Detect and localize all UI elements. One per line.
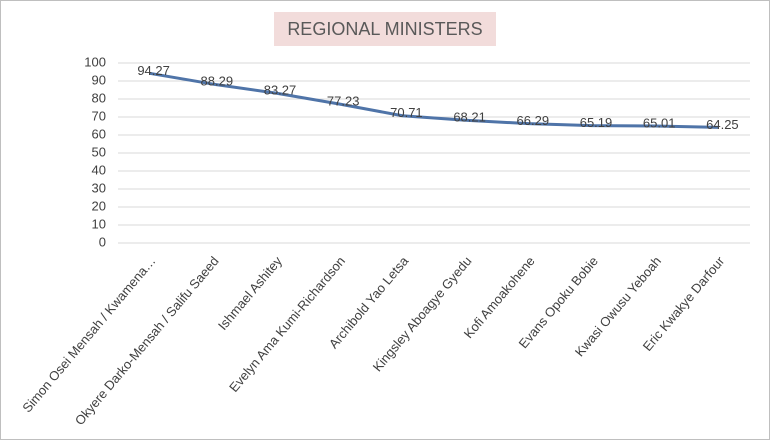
title-box (274, 12, 496, 46)
y-tick-label: 20 (92, 198, 106, 213)
data-label: 94.27 (137, 63, 170, 78)
data-label: 68.21 (453, 110, 486, 125)
data-label: 83.27 (264, 83, 297, 98)
data-label: 65.19 (580, 115, 613, 130)
chart-title: REGIONAL MINISTERS (287, 19, 482, 39)
y-tick-label: 90 (92, 72, 106, 87)
y-tick-label: 0 (99, 234, 106, 249)
data-label: 65.01 (643, 115, 676, 130)
y-tick-label: 70 (92, 108, 106, 123)
y-tick-label: 60 (92, 126, 106, 141)
y-tick-label: 10 (92, 216, 106, 231)
y-tick-label: 100 (84, 54, 106, 69)
data-label: 77.23 (327, 93, 360, 108)
data-label: 66.29 (517, 113, 550, 128)
y-tick-label: 50 (92, 144, 106, 159)
y-tick-label: 40 (92, 162, 106, 177)
y-tick-label: 80 (92, 90, 106, 105)
data-label: 88.29 (201, 74, 234, 89)
series-line (149, 71, 719, 129)
data-label: 64.25 (706, 117, 739, 132)
y-tick-label: 30 (92, 180, 106, 195)
data-label: 70.71 (390, 105, 423, 120)
